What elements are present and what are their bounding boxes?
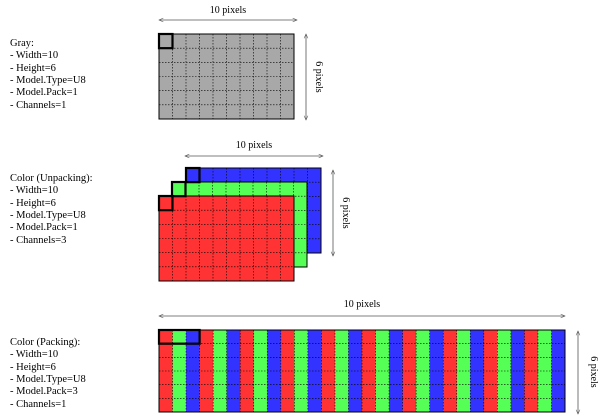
unpacking-title: Color (Unpacking): bbox=[10, 173, 93, 184]
red-plane-border bbox=[158, 195, 295, 282]
red-stripe bbox=[483, 330, 498, 412]
green-stripe bbox=[253, 330, 268, 412]
blue-stripe bbox=[510, 330, 525, 412]
unpacking-description: Color (Unpacking): - Width=10 - Height=6… bbox=[10, 173, 93, 246]
red-stripe bbox=[199, 330, 214, 412]
packing-width-label: 10 pixels bbox=[344, 299, 380, 310]
packing-pack-line: - Model.Pack=3 bbox=[10, 386, 78, 397]
unpacking-height-line: - Height=6 bbox=[10, 198, 56, 209]
gray-plane-border bbox=[158, 33, 295, 120]
gray-panel: Gray: - Width=10 - Height=6 - Model.Type… bbox=[10, 5, 324, 120]
blue-stripe bbox=[389, 330, 403, 412]
gray-width-label: 10 pixels bbox=[210, 5, 246, 16]
packed-plane-border bbox=[158, 329, 566, 413]
gray-first-pixel-highlight bbox=[157, 32, 174, 50]
red-stripe bbox=[402, 330, 417, 412]
blue-stripe bbox=[429, 330, 444, 412]
green-stripe bbox=[456, 330, 471, 412]
unpacking-channels-line: - Channels=3 bbox=[10, 235, 66, 246]
gray-title: Gray: bbox=[10, 38, 34, 49]
gray-pixel-grid bbox=[157, 32, 295, 120]
red-stripe bbox=[362, 330, 376, 412]
red-first-pixel-highlight bbox=[157, 194, 174, 212]
gray-pack-line: - Model.Pack=1 bbox=[10, 87, 78, 98]
packing-width-line: - Width=10 bbox=[10, 349, 58, 360]
packing-height-line: - Height=6 bbox=[10, 362, 56, 373]
green-stripe bbox=[334, 330, 349, 412]
unpacking-width-line: - Width=10 bbox=[10, 185, 58, 196]
unpacking-height-label: 6 pixels bbox=[340, 197, 351, 228]
unpacking-width-label: 10 pixels bbox=[236, 140, 272, 151]
packing-pixel-grid bbox=[157, 328, 566, 413]
packing-panel: Color (Packing): - Width=10 - Height=6 -… bbox=[10, 299, 599, 414]
unpacking-panel: Color (Unpacking): - Width=10 - Height=6… bbox=[10, 140, 351, 282]
unpacking-type-line: - Model.Type=U8 bbox=[10, 210, 86, 221]
unpacking-pack-line: - Model.Pack=1 bbox=[10, 222, 78, 233]
gray-channels-line: - Channels=1 bbox=[10, 100, 66, 111]
gray-height-line: - Height=6 bbox=[10, 63, 56, 74]
green-first-pixel-highlight bbox=[170, 180, 187, 198]
packing-description: Color (Packing): - Width=10 - Height=6 -… bbox=[10, 337, 86, 410]
green-stripe bbox=[537, 330, 552, 412]
packing-title: Color (Packing): bbox=[10, 337, 80, 348]
blue-first-pixel-highlight bbox=[184, 166, 201, 184]
gray-description: Gray: - Width=10 - Height=6 - Model.Type… bbox=[10, 38, 86, 111]
packed-first-pixel-highlight bbox=[157, 328, 201, 345]
gray-width-line: - Width=10 bbox=[10, 50, 58, 61]
red-stripe bbox=[280, 330, 295, 412]
gray-type-line: - Model.Type=U8 bbox=[10, 75, 86, 86]
packing-channels-line: - Channels=1 bbox=[10, 399, 66, 410]
packing-type-line: - Model.Type=U8 bbox=[10, 374, 86, 385]
blue-stripe bbox=[226, 330, 241, 412]
unpacking-pixel-planes bbox=[157, 166, 322, 282]
gray-height-label: 6 pixels bbox=[313, 61, 324, 92]
packing-height-label: 6 pixels bbox=[588, 356, 599, 387]
green-stripe bbox=[172, 330, 187, 412]
blue-stripe bbox=[307, 330, 322, 412]
